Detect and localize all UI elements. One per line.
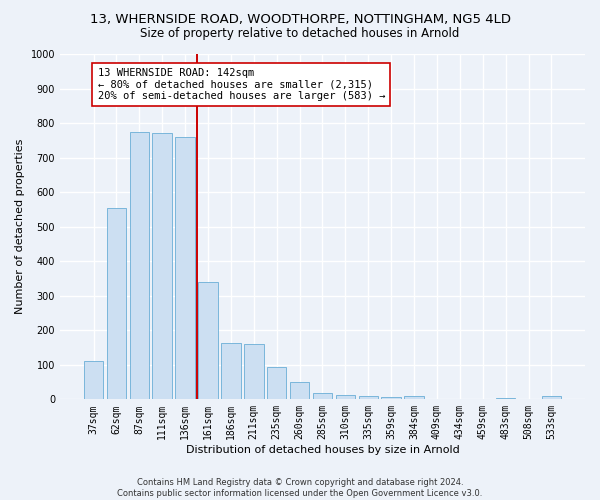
Bar: [152, 134, 172, 400]
Bar: [175, 137, 195, 400]
Bar: [290, 382, 309, 400]
Bar: [382, 396, 401, 400]
Bar: [130, 132, 149, 400]
Bar: [267, 366, 286, 400]
Bar: [84, 362, 103, 400]
Bar: [107, 208, 126, 400]
X-axis label: Distribution of detached houses by size in Arnold: Distribution of detached houses by size …: [185, 445, 460, 455]
Bar: [542, 396, 561, 400]
Bar: [313, 393, 332, 400]
Bar: [404, 396, 424, 400]
Bar: [496, 398, 515, 400]
Text: 13 WHERNSIDE ROAD: 142sqm
← 80% of detached houses are smaller (2,315)
20% of se: 13 WHERNSIDE ROAD: 142sqm ← 80% of detac…: [98, 68, 385, 101]
Y-axis label: Number of detached properties: Number of detached properties: [15, 139, 25, 314]
Bar: [244, 344, 263, 400]
Bar: [221, 343, 241, 400]
Text: Contains HM Land Registry data © Crown copyright and database right 2024.
Contai: Contains HM Land Registry data © Crown c…: [118, 478, 482, 498]
Text: 13, WHERNSIDE ROAD, WOODTHORPE, NOTTINGHAM, NG5 4LD: 13, WHERNSIDE ROAD, WOODTHORPE, NOTTINGH…: [89, 12, 511, 26]
Bar: [359, 396, 378, 400]
Text: Size of property relative to detached houses in Arnold: Size of property relative to detached ho…: [140, 28, 460, 40]
Bar: [198, 282, 218, 400]
Bar: [335, 395, 355, 400]
